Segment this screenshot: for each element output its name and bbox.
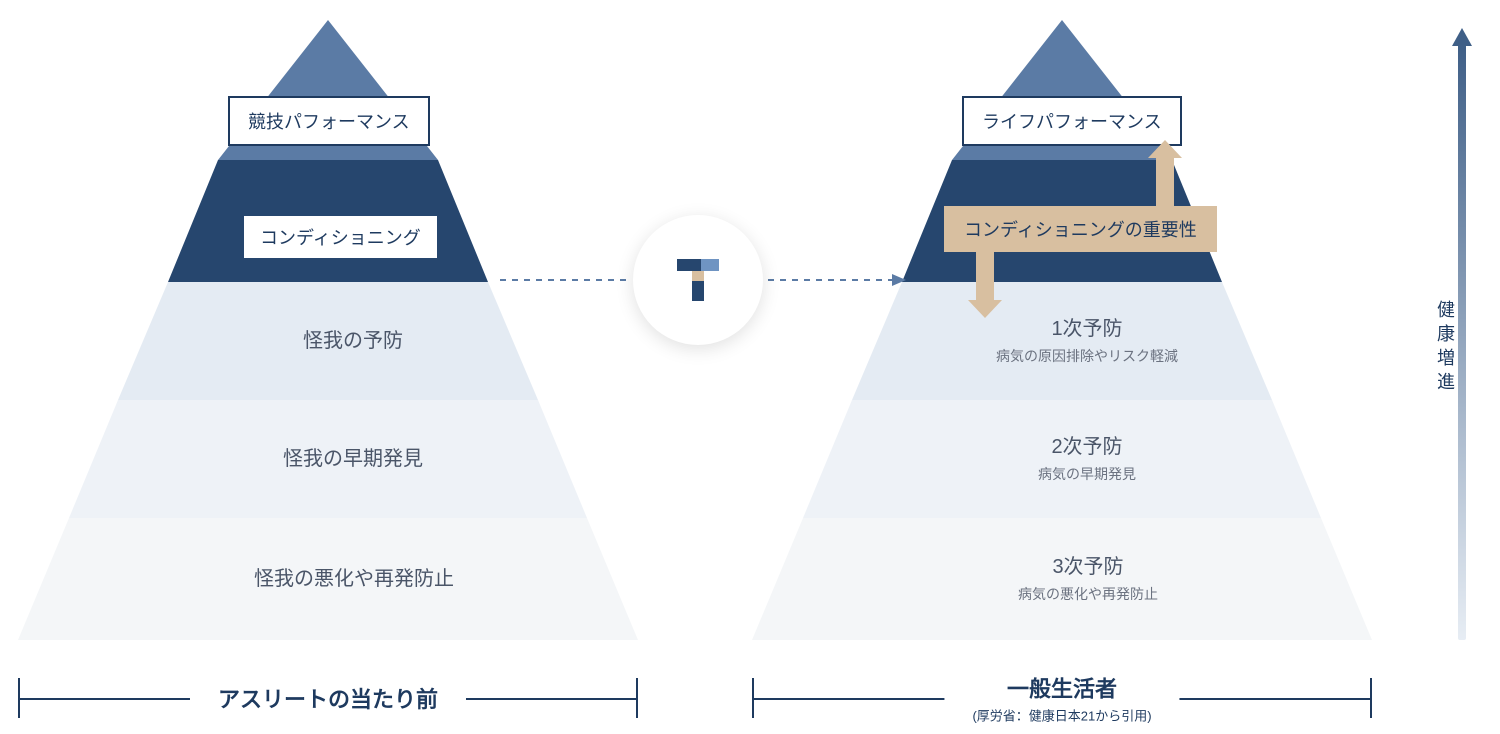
right-tier-5-title: 3次予防 xyxy=(1052,553,1123,581)
tan-arrow-up-head xyxy=(1148,140,1182,158)
left-bracket-label: アスリートの当たり前 xyxy=(190,682,466,714)
right-tier-4-title: 2次予防 xyxy=(1051,433,1122,461)
center-circle xyxy=(633,215,763,345)
right-tier-5-sub: 病気の悪化や再発防止 xyxy=(1018,585,1158,605)
right-tier-3-title: 1次予防 xyxy=(1051,315,1122,343)
left-tier-5-title: 怪我の悪化や再発防止 xyxy=(254,565,454,593)
right-tier-3-sub: 病気の原因排除やリスク軽減 xyxy=(996,347,1178,367)
right-tier-4-sub: 病気の早期発見 xyxy=(1038,465,1136,485)
t-logo-icon xyxy=(671,253,725,307)
left-bracket: アスリートの当たり前 xyxy=(18,678,638,718)
diagram-stage: 競技パフォーマンス コンディショニング 怪我の予防 怪我の早期発見 怪我の悪化や… xyxy=(0,0,1500,734)
tan-arrow-up-shaft xyxy=(1156,156,1174,206)
right-bracket-sub: (厚労省：健康日本21から引用) xyxy=(972,706,1151,725)
right-tier-5-label: 3次予防 病気の悪化や再発防止 xyxy=(803,518,1373,640)
right-bracket-label: 一般生活者 (厚労省：健康日本21から引用) xyxy=(944,672,1179,725)
right-bracket: 一般生活者 (厚労省：健康日本21から引用) xyxy=(752,678,1372,718)
right-tan-label: コンディショニングの重要性 xyxy=(944,206,1217,252)
left-tier-5-label: 怪我の悪化や再発防止 xyxy=(69,518,639,640)
left-tier-4-label: 怪我の早期発見 xyxy=(118,400,588,518)
right-top-label: ライフパフォーマンス xyxy=(962,96,1182,146)
health-arrow-bar xyxy=(1458,44,1466,640)
left-tier-3-label: 怪我の予防 xyxy=(168,282,538,400)
health-arrow-label: 健康増進 xyxy=(1432,300,1458,396)
right-tier-3-label: 1次予防 病気の原因排除やリスク軽減 xyxy=(902,282,1272,400)
left-tier-3-title: 怪我の予防 xyxy=(303,327,403,355)
left-tier-4-title: 怪我の早期発見 xyxy=(283,445,423,473)
left-cond-label: コンディショニング xyxy=(244,216,437,258)
right-bracket-main: 一般生活者 xyxy=(1007,677,1117,702)
left-top-label: 競技パフォーマンス xyxy=(228,96,430,146)
right-tier-4-label: 2次予防 病気の早期発見 xyxy=(852,400,1322,518)
